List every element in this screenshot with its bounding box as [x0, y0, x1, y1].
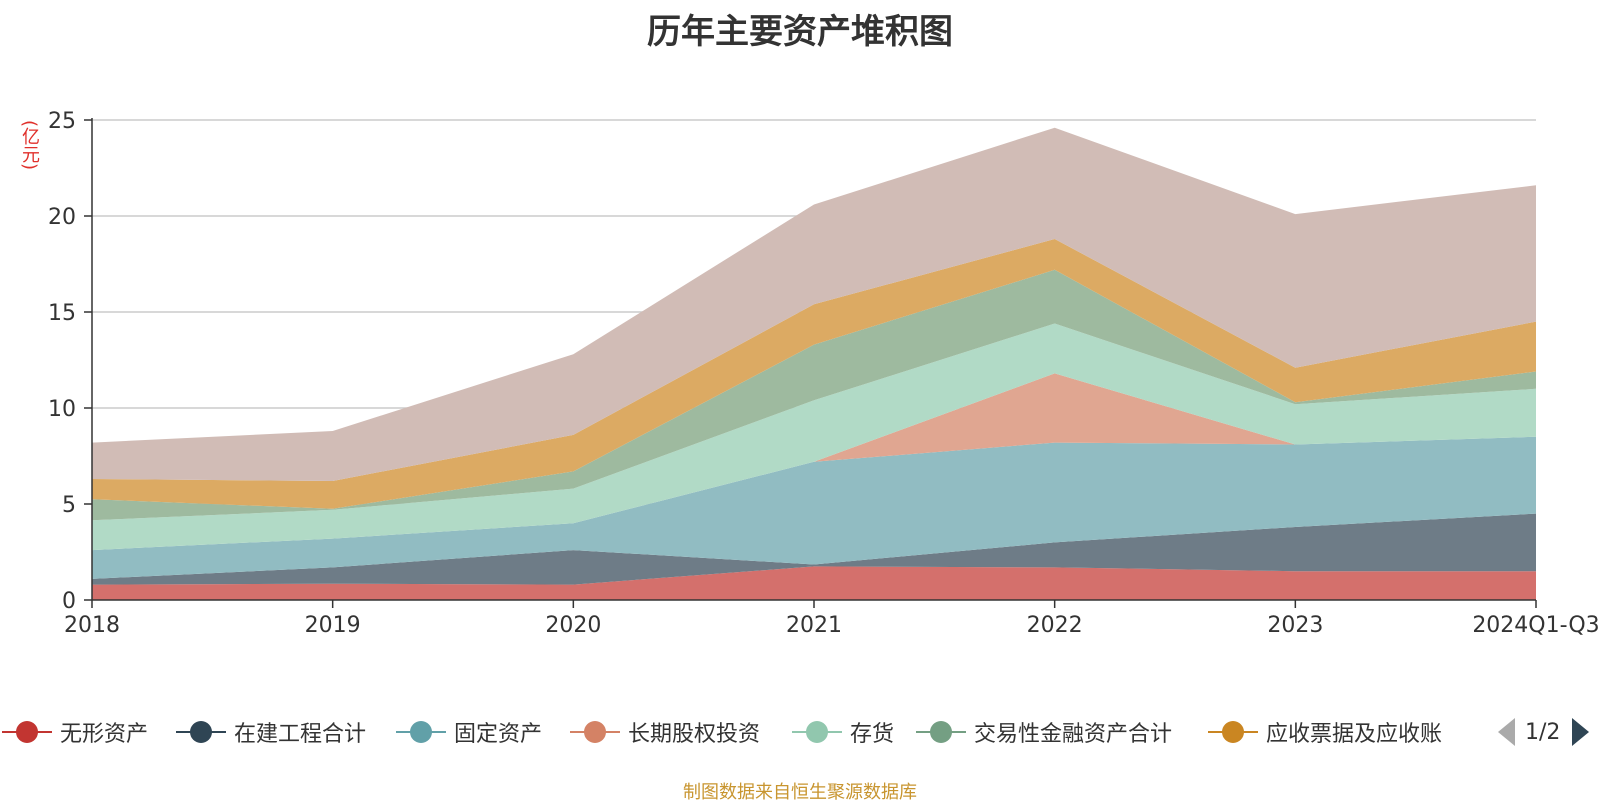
data-source-note: 制图数据来自恒生聚源数据库	[683, 782, 917, 803]
area-series-6	[92, 269, 1536, 521]
legend-marker-icon	[396, 712, 446, 752]
x-tick-label: 2018	[64, 613, 120, 638]
y-tick-label: 25	[48, 109, 76, 134]
legend-item-inventory[interactable]: 存货	[792, 712, 894, 752]
area-series-8	[92, 127, 1536, 481]
legend-marker-icon	[570, 712, 620, 752]
previous-page-icon[interactable]	[1498, 718, 1515, 746]
x-tick-label: 2021	[786, 613, 842, 638]
legend-label: 在建工程合计	[234, 722, 367, 747]
stacked-area-chart: 0 5 10 15 20 25 2018 2019 2020 2021 2022 2023 2024Q1…	[48, 109, 1600, 638]
area-series-7	[92, 239, 1536, 509]
x-tick-label: 2024Q1-Q3	[1472, 613, 1599, 638]
y-axis-unit-label: (亿元)	[19, 120, 40, 171]
area-series	[92, 127, 1536, 600]
legend-label: 固定资产	[454, 722, 543, 747]
legend-label: 应收票据及应收账	[1266, 722, 1443, 747]
y-tick-label: 10	[48, 397, 76, 422]
legend-marker-icon	[176, 712, 226, 752]
legend: 无形资产 在建工程合计 固定资产 长期股权投资 存货 交易性金融资产合计 应	[0, 712, 1600, 752]
legend-marker-icon	[916, 712, 966, 752]
legend-item-trading-financial-assets[interactable]: 交易性金融资产合计	[916, 712, 1172, 752]
area-series-4	[92, 373, 1536, 551]
y-tick-label: 5	[62, 493, 76, 518]
y-tick-label: 0	[62, 589, 76, 614]
legend-item-fixed-assets[interactable]: 固定资产	[396, 712, 542, 752]
chart-title: 历年主要资产堆积图	[647, 12, 953, 52]
legend-label: 长期股权投资	[628, 722, 761, 747]
legend-marker-icon	[1208, 712, 1258, 752]
legend-item-long-term-equity-investment[interactable]: 长期股权投资	[570, 712, 760, 752]
legend-item-intangible-assets[interactable]: 无形资产	[2, 712, 148, 752]
x-tick-label: 2020	[545, 613, 601, 638]
axes: 0 5 10 15 20 25 2018 2019 2020 2021 2022 2023 2024Q1…	[48, 109, 1600, 638]
legend-label: 无形资产	[60, 722, 149, 747]
legend-marker-icon	[792, 712, 842, 752]
x-tick-label: 2019	[305, 613, 361, 638]
legend-item-notes-and-accounts-receivable[interactable]: 应收票据及应收账	[1208, 712, 1442, 752]
x-tick-label: 2023	[1267, 613, 1323, 638]
legend-label: 存货	[850, 722, 895, 747]
legend-marker-icon	[2, 712, 52, 752]
legend-page-indicator: 1/2	[1525, 719, 1561, 745]
legend-item-construction-in-progress[interactable]: 在建工程合计	[176, 712, 366, 752]
legend-pager: 1/2	[1498, 712, 1590, 752]
y-tick-label: 20	[48, 205, 76, 230]
area-series-3	[92, 436, 1536, 579]
area-series-2	[92, 513, 1536, 585]
next-page-icon[interactable]	[1572, 718, 1590, 746]
area-series-5	[92, 323, 1536, 551]
legend-label: 交易性金融资产合计	[974, 722, 1173, 747]
area-series-1	[92, 566, 1536, 600]
x-tick-label: 2022	[1027, 613, 1083, 638]
y-tick-label: 15	[48, 301, 76, 326]
